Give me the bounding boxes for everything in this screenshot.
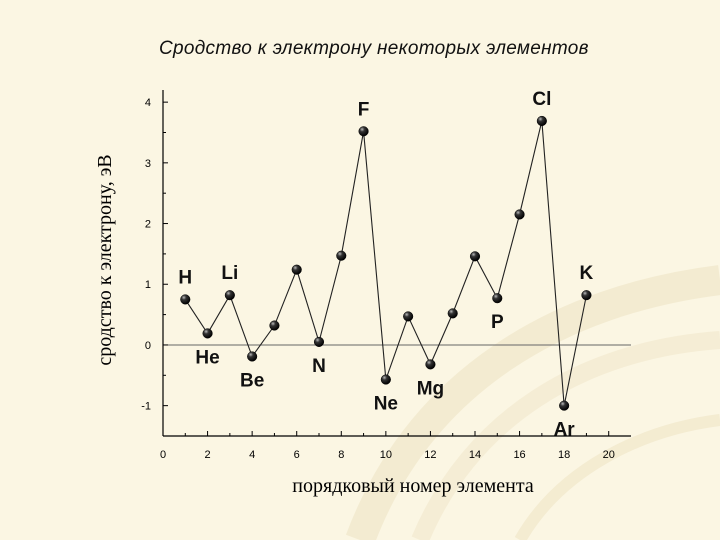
data-point: [313, 336, 325, 347]
x-tick-label: 12: [424, 449, 436, 461]
y-tick-label: -1: [141, 401, 151, 413]
data-point: [358, 126, 369, 137]
element-label: N: [312, 356, 326, 377]
data-point: [469, 251, 481, 262]
element-label: F: [358, 99, 370, 120]
element-label: H: [178, 267, 192, 288]
chart-title: Сродство к электрону некоторых элементов: [159, 38, 589, 59]
y-tick-label: 4: [145, 97, 151, 109]
y-tick-label: 0: [145, 340, 151, 352]
data-point: [403, 311, 414, 322]
data-point: [180, 294, 191, 305]
data-point: [447, 308, 458, 319]
x-tick-label: 16: [513, 449, 525, 461]
data-point: [202, 328, 213, 339]
element-label: Mg: [417, 378, 444, 399]
x-tick-label: 8: [338, 449, 344, 461]
element-label: P: [491, 312, 504, 333]
x-tick-label: 14: [469, 449, 481, 461]
x-tick-label: 20: [603, 449, 615, 461]
x-tick-label: 6: [294, 449, 300, 461]
x-tick-label: 18: [558, 449, 570, 461]
data-point: [336, 250, 347, 261]
x-axis-title: порядковый номер элемента: [292, 475, 534, 497]
data-point: [247, 351, 258, 362]
data-point: [291, 264, 302, 275]
element-label: Ar: [554, 420, 576, 441]
data-point: [425, 359, 436, 370]
y-axis-title: сродство к электрону, эВ: [94, 154, 116, 365]
element-label: Ne: [374, 394, 398, 415]
data-point: [492, 293, 503, 304]
x-tick-label: 2: [205, 449, 211, 461]
data-point: [559, 400, 570, 411]
data-point: [536, 115, 547, 127]
element-label: He: [195, 347, 219, 368]
element-label: Cl: [532, 89, 551, 110]
data-point: [514, 209, 525, 220]
y-tick-label: 3: [145, 158, 151, 170]
data-point: [224, 290, 235, 301]
element-label: Be: [240, 370, 264, 391]
y-tick-label: 2: [145, 219, 151, 231]
data-point: [269, 320, 280, 331]
x-tick-label: 10: [380, 449, 392, 461]
data-point: [581, 290, 592, 301]
x-tick-label: 0: [160, 449, 166, 461]
element-label: K: [580, 263, 594, 284]
series-line: [184, 120, 587, 406]
x-tick-label: 4: [249, 449, 255, 461]
y-tick-label: 1: [145, 279, 151, 291]
element-label: Li: [221, 263, 238, 284]
data-point: [380, 374, 391, 385]
